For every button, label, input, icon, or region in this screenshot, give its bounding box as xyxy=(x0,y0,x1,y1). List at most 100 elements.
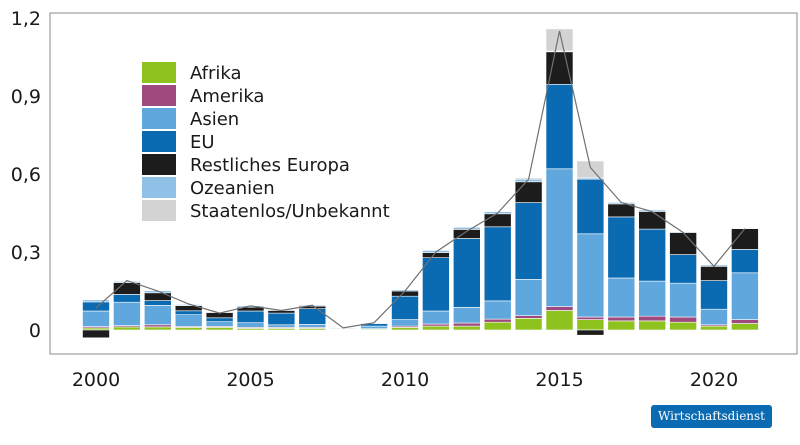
bar-segment-2019-amerika xyxy=(669,316,697,323)
legend-label-asien: Asien xyxy=(190,109,239,130)
bar-segment-2017-amerika xyxy=(607,316,636,322)
bar-segment-2017-asien xyxy=(607,277,636,318)
y-axis-ticks: 0 0,3 0,6 0,9 1,2 xyxy=(11,8,41,342)
legend-swatch-ozeanien xyxy=(142,177,176,198)
bar-segment-2015-eu xyxy=(545,84,574,170)
y-tick-label: 0,3 xyxy=(11,242,41,264)
legend-label-restliches-europa: Restliches Europa xyxy=(190,155,350,176)
bar-segment-2021-restliches-europa xyxy=(731,228,759,250)
bar-segment-2021-eu xyxy=(731,249,759,274)
y-tick-label: 0,6 xyxy=(11,164,41,186)
bar-segment-2021-staatenlos-unbekannt xyxy=(731,227,759,229)
bar-segment-2010-asien xyxy=(391,319,419,327)
bar-segment-2016-amerika xyxy=(576,316,605,320)
bar-segment-2003-asien xyxy=(174,314,203,327)
bar-segment-2021-afrika xyxy=(731,323,759,331)
legend-label-afrika: Afrika xyxy=(190,63,242,84)
legend-swatch-amerika xyxy=(142,85,176,106)
bar-segment-2016-asien xyxy=(576,233,605,318)
bar-segment-2012-amerika xyxy=(452,322,481,327)
x-tick-label: 2015 xyxy=(535,369,583,391)
legend-swatch-asien xyxy=(142,108,176,129)
x-tick-label: 2010 xyxy=(381,369,429,391)
bar-segment-2007-asien xyxy=(298,323,327,328)
bar-segment-2016-restliches-europa xyxy=(576,329,605,336)
legend-label-amerika: Amerika xyxy=(190,86,264,107)
source-badge: Wirtschaftsdienst xyxy=(651,405,772,428)
bar-segment-2019-eu xyxy=(669,254,697,284)
bar-segment-2003-afrika xyxy=(174,327,203,331)
bar-segment-2016-staatenlos-unbekannt xyxy=(576,160,605,179)
legend-label-eu: EU xyxy=(190,132,215,153)
legend-swatch-eu xyxy=(142,131,176,152)
bar-segment-2015-restliches-europa xyxy=(545,51,574,85)
bar-segment-2014-asien xyxy=(514,278,543,316)
bar-segment-2014-eu xyxy=(514,202,543,280)
bar-segment-2010-eu xyxy=(391,295,419,320)
bar-segment-2020-eu xyxy=(700,280,728,310)
bar-segment-2001-ozeanien xyxy=(113,281,141,283)
bar-segment-2006-eu xyxy=(267,312,296,326)
bar-segment-2018-asien xyxy=(638,280,667,317)
bar-segment-2000-ozeanien xyxy=(82,299,110,303)
bar-segment-2012-ozeanien xyxy=(452,227,481,230)
bar-segment-2011-amerika xyxy=(422,323,450,327)
bar-segment-2000-asien xyxy=(82,310,110,327)
bar-segment-2002-asien xyxy=(144,304,172,326)
bar-segment-2012-asien xyxy=(452,307,481,324)
x-axis-ticks: 2000 2005 2010 2015 2020 xyxy=(72,369,738,391)
bar-segment-2014-afrika xyxy=(514,317,543,331)
legend-swatch-staatenlos-unbekannt xyxy=(142,200,176,221)
bar-segment-2001-afrika xyxy=(113,326,141,331)
bar-segment-2013-asien xyxy=(483,300,512,320)
bar-segment-2018-amerika xyxy=(638,315,667,322)
bar-segment-2011-afrika xyxy=(422,325,450,331)
bar-segment-2004-afrika xyxy=(205,327,234,331)
bar-segment-2018-eu xyxy=(638,228,667,282)
bar-segment-2013-restliches-europa xyxy=(483,213,512,228)
bar-segment-2009-asien xyxy=(360,325,388,330)
bar-segment-2000-afrika xyxy=(82,327,110,331)
bar-segment-2010-afrika xyxy=(391,327,419,331)
bar-segment-2003-ozeanien xyxy=(174,304,203,306)
bar-segment-2011-restliches-europa xyxy=(422,252,450,258)
bar-segment-2020-afrika xyxy=(700,325,728,331)
bar-segment-2021-asien xyxy=(731,272,759,320)
bar-segment-2012-afrika xyxy=(452,325,481,331)
y-tick-label: 1,2 xyxy=(11,8,41,30)
bar-segment-2000-eu xyxy=(82,301,110,312)
total-line xyxy=(95,30,746,329)
bar-segment-2014-amerika xyxy=(514,315,543,319)
plot-area-frame xyxy=(49,12,798,355)
x-tick-label: 2020 xyxy=(690,369,738,391)
bar-segment-2013-amerika xyxy=(483,318,512,323)
bar-segment-2015-afrika xyxy=(545,310,574,331)
legend-swatch-restliches-europa xyxy=(142,154,176,175)
bar-segment-2015-asien xyxy=(545,168,574,307)
bar-segment-2016-afrika xyxy=(576,319,605,331)
x-tick-label: 2005 xyxy=(226,369,274,391)
bar-segment-2006-asien xyxy=(267,324,296,328)
bar-segment-2012-eu xyxy=(452,238,481,308)
bar-segment-2021-amerika xyxy=(731,319,759,324)
legend-swatch-afrika xyxy=(142,62,176,83)
bar-segment-2002-eu xyxy=(144,300,172,306)
bar-segment-2011-eu xyxy=(422,257,450,312)
bar-segment-2018-staatenlos-unbekannt xyxy=(638,209,667,211)
bar-segment-2020-asien xyxy=(700,308,728,326)
bar-segment-2014-restliches-europa xyxy=(514,181,543,203)
legend-label-ozeanien: Ozeanien xyxy=(190,178,275,199)
bar-segment-2015-staatenlos-unbekannt xyxy=(545,28,574,52)
bar-segment-2016-eu xyxy=(576,178,605,235)
bar-segment-2002-restliches-europa xyxy=(144,292,172,301)
x-tick-label: 2000 xyxy=(72,369,120,391)
bar-segment-2001-asien xyxy=(113,301,141,326)
bar-segment-2019-staatenlos-unbekannt xyxy=(669,230,697,232)
bar-stacks xyxy=(82,28,759,339)
y-tick-label: 0,9 xyxy=(11,86,41,108)
y-tick-label: 0 xyxy=(29,320,41,342)
legend-label-staatenlos-unbekannt: Staatenlos/Unbekannt xyxy=(190,201,390,222)
bar-segment-2013-afrika xyxy=(483,321,512,331)
